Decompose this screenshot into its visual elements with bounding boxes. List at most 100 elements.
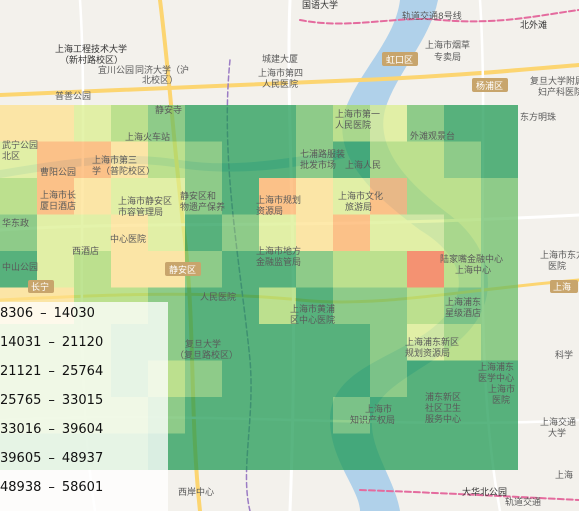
place-label: 人民医院 (335, 119, 371, 131)
district-badge: 虹口区 (386, 55, 413, 66)
place-label: 上海市第一 (335, 108, 380, 120)
place-label: 华东政 (2, 217, 29, 229)
place-label: 上海交通 (540, 416, 576, 428)
heat-cell (111, 178, 148, 215)
place-label: 上海市 (488, 383, 515, 395)
legend-item[interactable]: 8306–14030 (0, 302, 95, 326)
heat-cell (481, 251, 518, 288)
heat-cell (222, 324, 259, 361)
heat-cell (444, 324, 481, 361)
heat-cell (481, 287, 518, 324)
heat-cell (74, 141, 111, 178)
district-badge-background (28, 280, 54, 293)
heat-cell (481, 214, 518, 251)
district-badge-background (472, 78, 508, 92)
heat-cell (370, 214, 407, 251)
heat-cell (370, 397, 407, 434)
legend-item[interactable]: 39605–48937 (0, 447, 103, 471)
heat-cell (333, 287, 370, 324)
heat-cell (222, 397, 259, 434)
heat-cell (333, 397, 370, 434)
heat-cell (74, 214, 111, 251)
heat-cell (333, 214, 370, 251)
heat-cell (0, 141, 37, 178)
heat-cell (185, 360, 222, 397)
heat-cell (185, 287, 222, 324)
place-label: 区中心医院 (290, 314, 335, 326)
legend-range-low: 8306 (0, 306, 34, 321)
place-label: 普善公园 (55, 90, 91, 102)
legend-range-high: 58601 (61, 480, 104, 495)
heat-cell (407, 141, 444, 178)
place-label: 知识产权局 (350, 414, 395, 426)
place-label: 同济大学（沪 (135, 64, 189, 76)
heat-cell (370, 433, 407, 470)
heat-cell (185, 141, 222, 178)
heat-cell (444, 141, 481, 178)
legend-item[interactable]: 25765–33015 (0, 389, 103, 413)
place-label: 七浦路服装 (300, 148, 345, 160)
place-label: 上海浦东 (478, 361, 514, 373)
district-badge-background (550, 280, 578, 293)
place-label: 服务中心 (425, 413, 461, 425)
place-label: 上海市规划 (256, 194, 301, 206)
district-badge: 静安区 (169, 264, 196, 276)
heat-cell (259, 214, 296, 251)
heat-cell (185, 433, 222, 470)
legend-item[interactable]: 48938–58601 (0, 476, 103, 500)
heat-cell (370, 178, 407, 215)
heat-cell (370, 287, 407, 324)
heat-cell (444, 105, 481, 142)
heat-cell (222, 214, 259, 251)
heat-cell (185, 178, 222, 215)
place-label: 外滩观景台 (410, 130, 455, 142)
heat-cell (222, 287, 259, 324)
place-label: 上海浦东新区 (405, 336, 459, 348)
heat-cell (444, 397, 481, 434)
district-badge: 杨浦区 (476, 80, 503, 92)
heat-cell (37, 214, 74, 251)
legend-item[interactable]: 21121–25764 (0, 360, 103, 384)
place-label: 北外滩 (520, 19, 547, 31)
heat-cell (111, 141, 148, 178)
place-label: 静安寺 (155, 104, 182, 116)
legend-range-low: 25765 (0, 393, 42, 408)
district-badge: 长宁 (31, 281, 49, 293)
place-label: 静安区和 (180, 190, 216, 202)
place-label: 陆家嘴金融中心 (440, 253, 503, 265)
heat-cell (407, 105, 444, 142)
legend-item[interactable]: 14031–21120 (0, 331, 103, 355)
legend-item[interactable]: 33016–39604 (0, 418, 103, 442)
heat-cell (259, 324, 296, 361)
place-label: 复旦大学附属 (530, 75, 579, 87)
legend-range-high: 21120 (61, 335, 104, 350)
heat-cell (333, 178, 370, 215)
heat-cell (222, 360, 259, 397)
place-label: 北区 (2, 151, 20, 162)
heat-cell (296, 360, 333, 397)
place-label: 科学 (555, 349, 573, 361)
legend-separator: – (48, 480, 55, 495)
place-label: 宜川公园 (98, 64, 134, 76)
place-label: 规划资源局 (405, 347, 450, 359)
heat-cell (407, 214, 444, 251)
metro-line-label: 轨道交通8号线 (402, 10, 462, 22)
legend-range-low: 14031 (0, 335, 42, 350)
place-label: 西岸中心 (178, 486, 214, 498)
heat-cell (222, 433, 259, 470)
heat-cell (407, 324, 444, 361)
heat-cell (259, 141, 296, 178)
heat-cell (370, 324, 407, 361)
place-label: 上海市文化 (338, 190, 383, 202)
heat-cell (74, 251, 111, 288)
heat-cell (185, 214, 222, 251)
place-label: 大学 (548, 427, 566, 439)
heat-cell (222, 178, 259, 215)
place-label: 市容管理局 (118, 206, 163, 218)
legend-range-high: 14030 (53, 306, 95, 321)
legend-separator: – (48, 393, 55, 408)
place-label: 曹阳公园 (40, 166, 76, 178)
heat-cell (444, 287, 481, 324)
heat-cell (296, 214, 333, 251)
heat-cell (444, 178, 481, 215)
